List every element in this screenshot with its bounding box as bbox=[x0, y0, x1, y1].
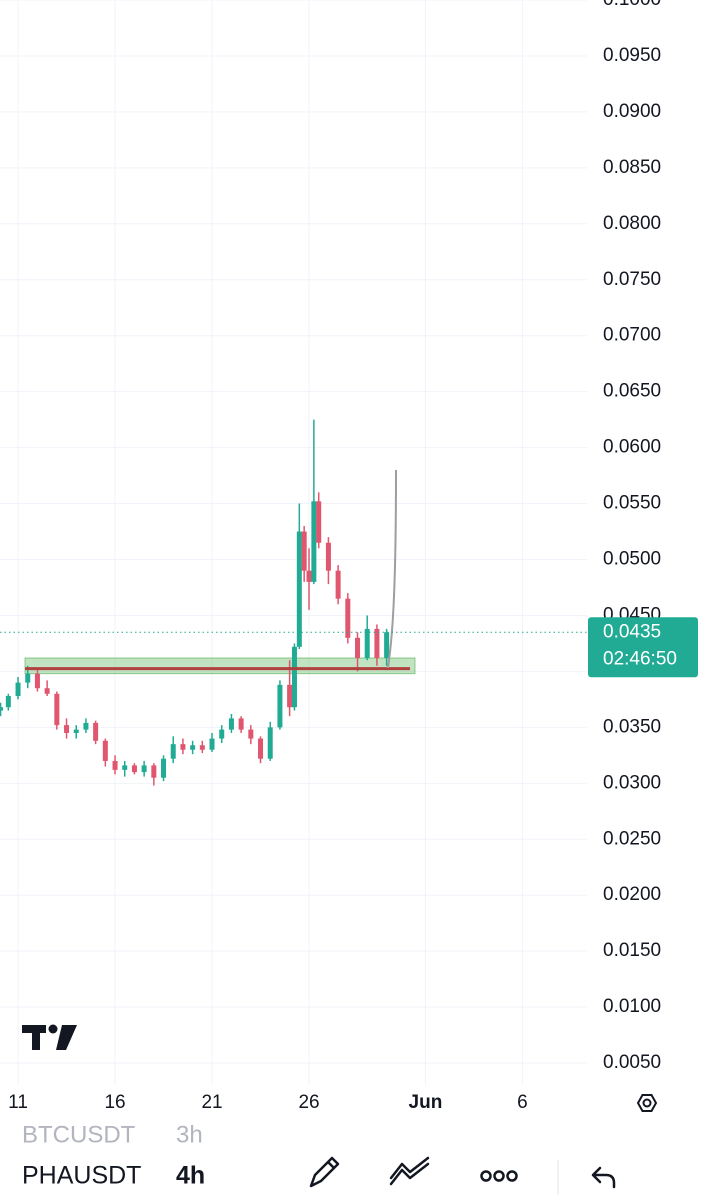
support-zone bbox=[24, 657, 416, 675]
settings-icon-center bbox=[642, 1098, 652, 1108]
x-tick-label: 6 bbox=[517, 1092, 528, 1113]
y-tick-label: 0.0550 bbox=[603, 493, 661, 514]
plot bbox=[0, 419, 590, 786]
candle-body bbox=[335, 570, 341, 599]
more-dot bbox=[506, 1170, 518, 1182]
candle-body bbox=[316, 501, 322, 543]
symbol[interactable]: PHAUSDT bbox=[22, 1162, 141, 1190]
candle-body bbox=[25, 673, 31, 683]
candle-body bbox=[122, 765, 128, 770]
more-dot bbox=[493, 1170, 505, 1182]
candle-body bbox=[238, 718, 244, 730]
candle-body bbox=[180, 744, 186, 750]
x-tick-label: 26 bbox=[298, 1092, 319, 1113]
candle-body bbox=[374, 628, 380, 658]
candle-body bbox=[170, 744, 176, 759]
y-tick-label: 0.0500 bbox=[603, 549, 661, 570]
candle-body bbox=[364, 628, 370, 658]
interval[interactable]: 4h bbox=[176, 1162, 205, 1190]
candle-body bbox=[141, 765, 147, 773]
x-tick-label: Jun bbox=[409, 1092, 443, 1113]
candle-body bbox=[54, 693, 60, 726]
candle-body bbox=[64, 725, 70, 733]
logo bbox=[22, 1024, 77, 1050]
candle-body bbox=[291, 646, 297, 708]
candle-body bbox=[345, 598, 351, 638]
candle-body bbox=[311, 501, 317, 582]
candle-body bbox=[199, 745, 205, 750]
candle-body bbox=[325, 542, 331, 571]
x-tick-label: 21 bbox=[201, 1092, 222, 1113]
candle-body bbox=[44, 688, 50, 694]
undo-icon[interactable] bbox=[591, 1166, 616, 1189]
candle-body bbox=[209, 738, 215, 750]
candle-body bbox=[306, 570, 312, 582]
x-tick-label: 11 bbox=[8, 1092, 28, 1113]
y-tick-label: 0.0700 bbox=[603, 325, 661, 346]
candle-body bbox=[355, 637, 361, 658]
x-tick-label: 16 bbox=[104, 1092, 125, 1113]
y-tick-label: 0.0800 bbox=[603, 213, 661, 234]
y-tick-label: 0.0350 bbox=[603, 716, 661, 737]
grid bbox=[0, 0, 587, 1085]
countdown: 02:46:50 bbox=[603, 648, 677, 669]
candle-body bbox=[15, 682, 21, 697]
candle-body bbox=[228, 718, 234, 730]
y-tick-label: 0.0100 bbox=[603, 996, 661, 1017]
y-tick-label: 0.0600 bbox=[603, 437, 661, 458]
y-tick-label: 0.0200 bbox=[603, 884, 661, 905]
y-tick-label: 0.0900 bbox=[603, 101, 661, 122]
prev-symbol[interactable]: BTCUSDT bbox=[22, 1121, 136, 1148]
y-tick-label: 0.0150 bbox=[603, 940, 661, 961]
candle-body bbox=[151, 765, 157, 778]
candle-body bbox=[73, 729, 79, 733]
candle-body bbox=[34, 673, 40, 689]
prev-interval[interactable]: 3h bbox=[176, 1121, 203, 1148]
candle-body bbox=[301, 531, 307, 571]
candle-body bbox=[248, 729, 254, 739]
candle-body bbox=[93, 722, 99, 741]
candle-body bbox=[219, 729, 225, 739]
y-tick-label: 0.0950 bbox=[603, 45, 661, 66]
candle-body bbox=[83, 722, 89, 730]
settings-icon[interactable] bbox=[636, 1094, 658, 1112]
draw-icon[interactable] bbox=[309, 1156, 340, 1188]
candle-body bbox=[0, 707, 4, 711]
indicator-icon[interactable] bbox=[389, 1156, 430, 1186]
y-tick-label: 0.0850 bbox=[603, 157, 661, 178]
candle-body bbox=[384, 632, 390, 658]
y-tick-label: 0.0250 bbox=[603, 828, 661, 849]
candle-body bbox=[296, 531, 302, 647]
candle-body bbox=[267, 727, 273, 759]
price-badge bbox=[588, 617, 698, 678]
candle-body bbox=[112, 760, 118, 770]
candle-body bbox=[102, 740, 108, 761]
prev-row: BTCUSDT 3h bbox=[22, 1121, 203, 1148]
candle-body bbox=[277, 684, 283, 728]
candle-body bbox=[190, 745, 196, 750]
candle-body bbox=[131, 765, 137, 773]
more-dot[interactable] bbox=[480, 1170, 492, 1182]
candle-body bbox=[5, 696, 11, 708]
last-price-label: 0.0435 bbox=[603, 621, 661, 642]
candle-body bbox=[258, 738, 264, 759]
candle-body bbox=[287, 684, 293, 708]
axes: 0.0050 0.0100 0.0150 0.0200 0.0250 0.0300 0.03… bbox=[8, 0, 698, 1113]
y-tick-label: 0.0750 bbox=[603, 269, 661, 290]
projection bbox=[387, 469, 397, 669]
y-tick-label: 0.0050 bbox=[603, 1052, 661, 1073]
candle-body bbox=[161, 758, 167, 778]
y-tick-label: 0.0300 bbox=[603, 772, 661, 793]
y-tick-label: 0.0650 bbox=[603, 381, 661, 402]
